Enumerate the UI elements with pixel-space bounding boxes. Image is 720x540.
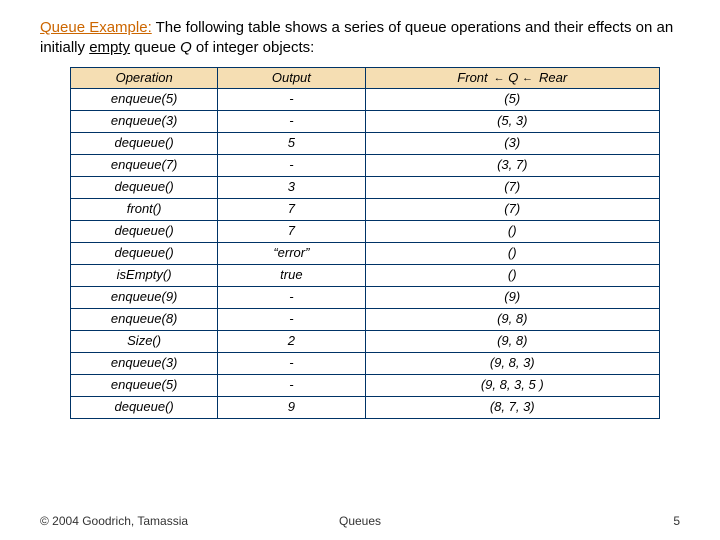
cell-out: 2 (218, 330, 365, 352)
table-row: dequeue()7() (71, 221, 660, 243)
arrow-left-icon: ← (522, 72, 533, 85)
cell-q: (7) (365, 199, 660, 221)
slide-title: Queue Example: (40, 19, 152, 36)
cell-q: () (365, 221, 660, 243)
cell-op: dequeue() (71, 243, 218, 265)
table-row: enqueue(8)-(9, 8) (71, 308, 660, 330)
cell-out: 3 (218, 177, 365, 199)
footer-page-number: 5 (673, 514, 680, 528)
cell-out: - (218, 374, 365, 396)
cell-op: enqueue(3) (71, 111, 218, 133)
cell-out: 7 (218, 221, 365, 243)
cell-op: dequeue() (71, 177, 218, 199)
table-row: enqueue(7)-(3, 7) (71, 155, 660, 177)
table-row: enqueue(3)-(5, 3) (71, 111, 660, 133)
cell-q: (5, 3) (365, 111, 660, 133)
footer-copyright: © 2004 Goodrich, Tamassia (40, 514, 188, 528)
cell-q: () (365, 243, 660, 265)
table-row: dequeue()3(7) (71, 177, 660, 199)
cell-op: enqueue(9) (71, 286, 218, 308)
cell-op: front() (71, 199, 218, 221)
intro-text: Queue Example: The following table shows… (40, 18, 680, 59)
arrow-left-icon: ← (494, 72, 505, 85)
cell-q: (9, 8, 3) (365, 352, 660, 374)
table-row: enqueue(5)-(9, 8, 3, 5 ) (71, 374, 660, 396)
cell-op: Size() (71, 330, 218, 352)
cell-out: “error” (218, 243, 365, 265)
label-q: Q (508, 71, 518, 86)
cell-out: - (218, 155, 365, 177)
cell-op: enqueue(8) (71, 308, 218, 330)
cell-q: (9) (365, 286, 660, 308)
label-rear: Rear (539, 71, 567, 86)
table-row: dequeue()“error”() (71, 243, 660, 265)
cell-out: - (218, 111, 365, 133)
cell-out: true (218, 264, 365, 286)
cell-op: dequeue() (71, 221, 218, 243)
col-output: Output (218, 67, 365, 89)
cell-q: (8, 7, 3) (365, 396, 660, 418)
col-queue: Front ← Q ← Rear (365, 67, 660, 89)
cell-op: isEmpty() (71, 264, 218, 286)
table-row: front()7(7) (71, 199, 660, 221)
cell-out: 9 (218, 396, 365, 418)
table-row: dequeue()9(8, 7, 3) (71, 396, 660, 418)
intro-qvar: Q (180, 39, 192, 56)
cell-out: 5 (218, 133, 365, 155)
table-row: dequeue()5(3) (71, 133, 660, 155)
cell-op: enqueue(3) (71, 352, 218, 374)
cell-q: (3, 7) (365, 155, 660, 177)
table-header-row: Operation Output Front ← Q ← Rear (71, 67, 660, 89)
intro-empty: empty (89, 39, 130, 56)
slide: Queue Example: The following table shows… (0, 0, 720, 540)
cell-op: enqueue(7) (71, 155, 218, 177)
table-row: enqueue(3)-(9, 8, 3) (71, 352, 660, 374)
cell-out: - (218, 308, 365, 330)
footer-center: Queues (339, 514, 381, 528)
intro-part2: queue (130, 39, 180, 56)
cell-q: (9, 8) (365, 308, 660, 330)
cell-op: dequeue() (71, 396, 218, 418)
cell-q: (7) (365, 177, 660, 199)
cell-out: 7 (218, 199, 365, 221)
table-row: isEmpty()true() (71, 264, 660, 286)
cell-out: - (218, 89, 365, 111)
table-row: enqueue(5)-(5) (71, 89, 660, 111)
cell-out: - (218, 286, 365, 308)
cell-q: () (365, 264, 660, 286)
col-operation: Operation (71, 67, 218, 89)
label-front: Front (457, 71, 487, 86)
cell-q: (3) (365, 133, 660, 155)
table-container: Operation Output Front ← Q ← Rear enqueue(… (70, 67, 660, 419)
cell-q: (5) (365, 89, 660, 111)
cell-q: (9, 8) (365, 330, 660, 352)
table-row: Size()2(9, 8) (71, 330, 660, 352)
cell-out: - (218, 352, 365, 374)
cell-op: dequeue() (71, 133, 218, 155)
intro-part3: of integer objects: (192, 39, 315, 56)
cell-op: enqueue(5) (71, 89, 218, 111)
cell-op: enqueue(5) (71, 374, 218, 396)
queue-table: Operation Output Front ← Q ← Rear enqueue(… (70, 67, 660, 419)
table-row: enqueue(9)-(9) (71, 286, 660, 308)
cell-q: (9, 8, 3, 5 ) (365, 374, 660, 396)
